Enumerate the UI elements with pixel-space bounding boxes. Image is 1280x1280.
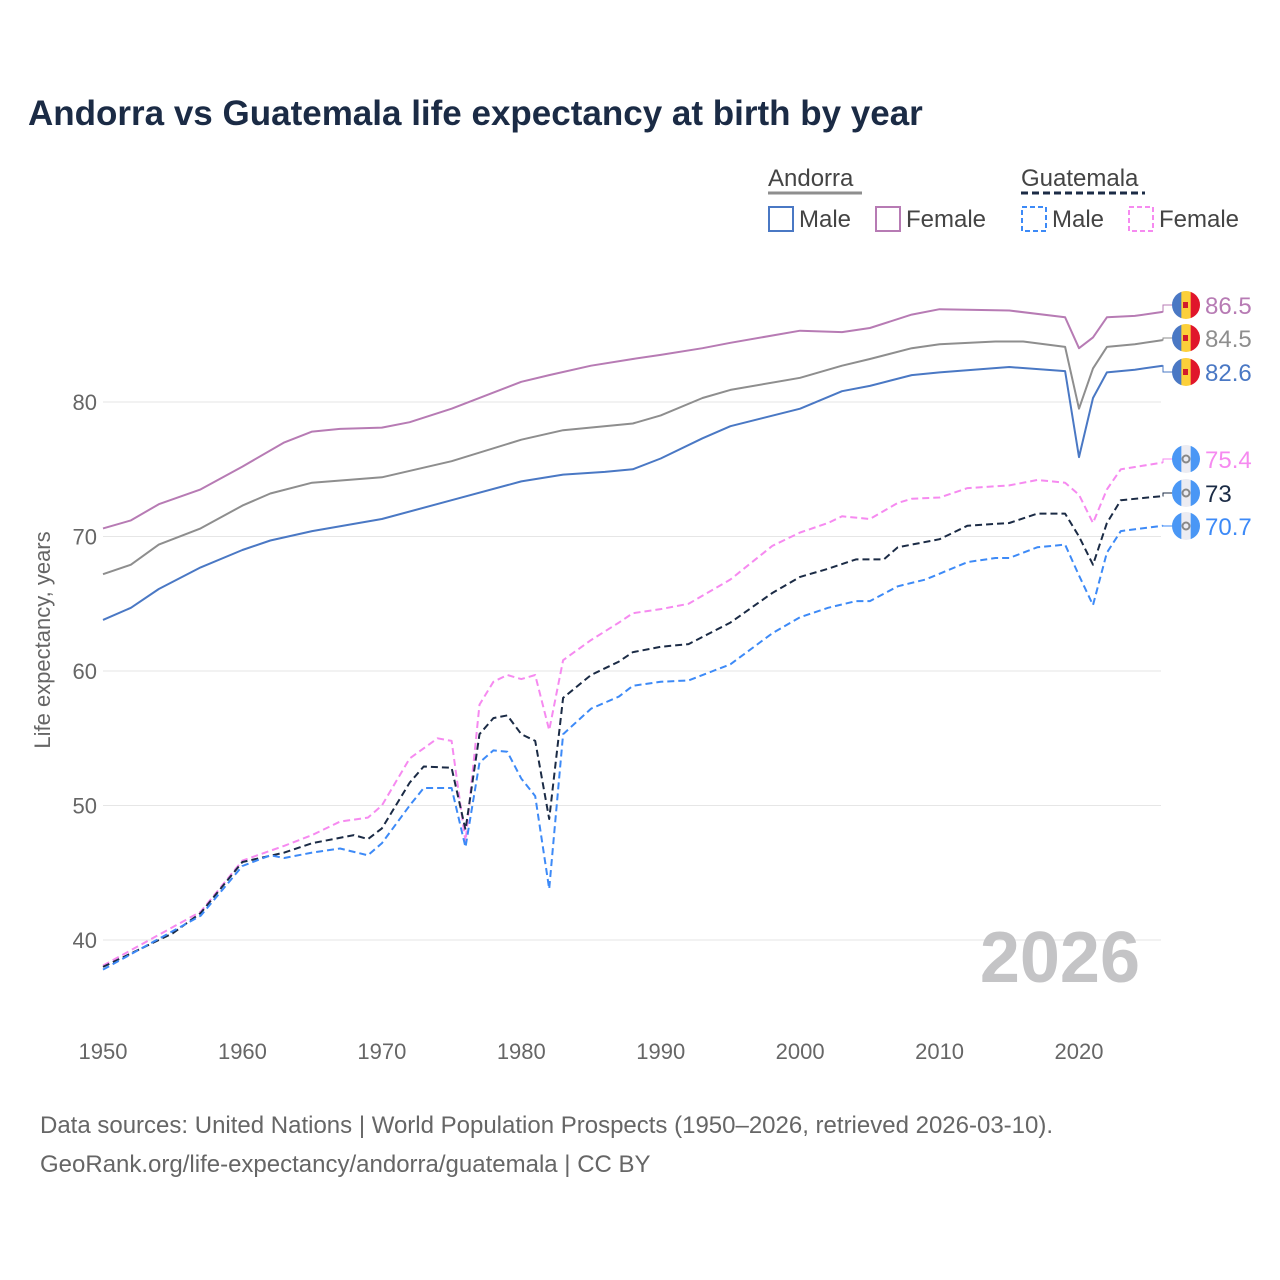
source-link[interactable]: GeoRank.org/life-expectancy/andorra/guat… [40,1151,651,1178]
chart-title: Andorra vs Guatemala life expectancy at … [28,94,923,133]
end-value-label: 86.5 [1205,293,1252,320]
x-tick-label: 2000 [776,1039,825,1064]
legend-group-guatemala: Guatemala [1021,165,1139,192]
end-value-label: 75.4 [1205,447,1252,474]
x-tick-label: 2020 [1055,1039,1104,1064]
legend-andorra-male[interactable]: Male [799,206,851,233]
series-line-guatemala-total [102,495,1163,968]
footer: Data sources: United Nations | World Pop… [40,1106,1053,1184]
end-value-label: 70.7 [1205,514,1252,541]
label-connector [1162,304,1172,313]
label-connector [1162,365,1172,373]
legend: Andorra Male Female Guatemala Male Femal… [768,165,1239,233]
guatemala-flag-icon [1172,445,1200,473]
year-watermark: 2026 [980,918,1140,998]
andorra-flag-icon [1172,358,1200,386]
y-axis-label: Life expectancy, years [30,531,55,748]
y-tick-label: 70 [73,525,97,550]
legend-swatch-andorra-male [768,206,794,232]
x-tick-label: 1950 [79,1039,128,1064]
y-tick-label: 80 [73,390,97,415]
end-value-label: 84.5 [1205,326,1252,353]
data-source-text: Data sources: United Nations | World Pop… [40,1112,1054,1139]
legend-swatch-guatemala-female [1128,206,1154,232]
series-line-andorra-total [102,339,1163,576]
label-connector [1162,337,1172,341]
andorra-flag-icon [1172,291,1200,319]
series-line-andorra-female [102,308,1163,530]
guatemala-flag-icon [1172,512,1200,540]
legend-guatemala-male[interactable]: Male [1052,206,1104,233]
y-tick-label: 50 [73,794,97,819]
x-tick-label: 1960 [218,1039,267,1064]
guatemala-flag-icon [1172,479,1200,507]
legend-swatch-guatemala-male [1021,206,1047,232]
label-connector [1162,492,1172,497]
x-tick-label: 1970 [357,1039,406,1064]
x-tick-label: 1990 [636,1039,685,1064]
series-line-guatemala-male [102,524,1163,971]
label-connector [1162,458,1172,464]
y-tick-label: 40 [73,928,97,953]
end-value-label: 73 [1205,481,1232,508]
end-value-label: 82.6 [1205,360,1252,387]
legend-group-andorra: Andorra [768,165,854,192]
legend-andorra-female[interactable]: Female [906,206,986,233]
x-tick-label: 1980 [497,1039,546,1064]
series-line-andorra-male [102,364,1163,621]
legend-guatemala-female[interactable]: Female [1159,206,1239,233]
legend-swatch-andorra-female [875,206,901,232]
y-tick-label: 60 [73,659,97,684]
series-line-guatemala-female [102,461,1163,967]
x-tick-label: 2010 [915,1039,964,1064]
andorra-flag-icon [1172,324,1200,352]
